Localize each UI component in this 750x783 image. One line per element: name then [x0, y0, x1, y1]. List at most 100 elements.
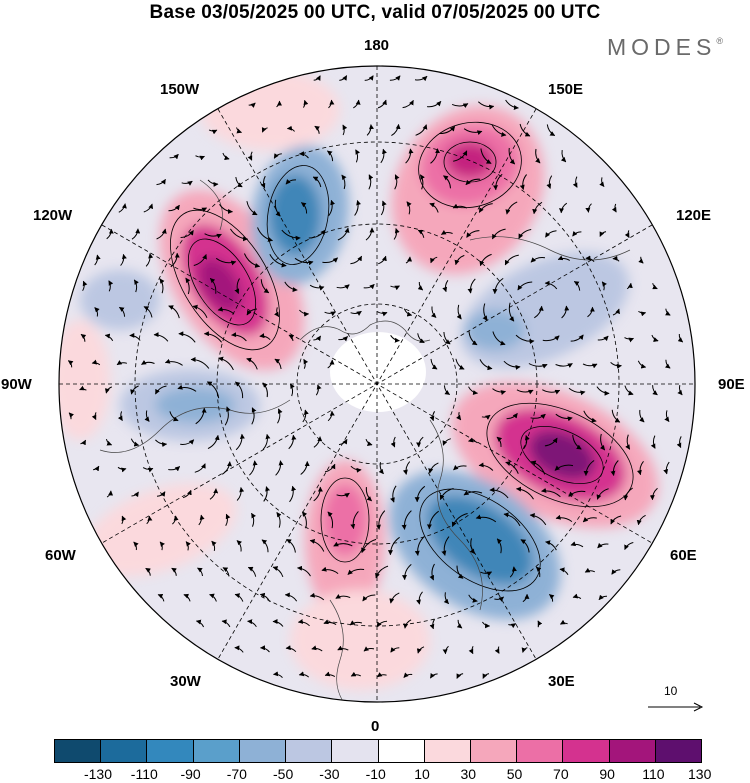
wind-arrow: [443, 331, 451, 345]
wind-arrow: [477, 101, 495, 110]
wind-arrow: [80, 333, 87, 342]
wind-arrow: [429, 618, 436, 630]
brand-name: MODES: [607, 34, 717, 60]
wind-arrow: [234, 278, 240, 294]
wind-arrow: [181, 180, 193, 186]
wind-arrow: [528, 363, 548, 369]
colorbar-label: 50: [506, 766, 523, 782]
lon-label-120e: 120E: [676, 207, 712, 224]
wind-arrow: [624, 385, 634, 396]
wind-arrow: [503, 512, 521, 527]
wind-arrow: [326, 150, 334, 162]
wind-arrow: [309, 592, 325, 601]
wind-arrow: [365, 227, 375, 241]
wind-arrow: [636, 514, 646, 526]
wind-arrow: [480, 148, 492, 164]
wind-arrow: [67, 360, 74, 368]
wind-arrow: [298, 671, 310, 678]
wind-arrow: [454, 254, 465, 266]
wind-arrow: [338, 438, 348, 446]
wind-arrow: [172, 515, 179, 525]
wind-arrow: [314, 125, 320, 134]
wind-arrow: [260, 279, 270, 294]
wind-arrow: [246, 357, 258, 370]
lon-label-60e: 60E: [670, 547, 697, 564]
wind-arrow: [517, 281, 533, 291]
lon-label-150e: 150E: [548, 81, 584, 98]
wind-arrow: [481, 621, 491, 629]
wind-arrow: [380, 148, 387, 164]
wind-arrow: [503, 360, 521, 370]
wind-arrow: [492, 173, 503, 191]
wind-arrow: [496, 436, 503, 447]
wind-arrow: [542, 335, 560, 342]
wind-arrow: [350, 671, 362, 677]
wind-arrow: [555, 363, 573, 368]
wind-arrow: [236, 540, 242, 552]
wind-arrow: [414, 75, 428, 82]
wind-arrow: [426, 510, 439, 530]
wind-arrow: [104, 333, 114, 342]
wind-arrow: [259, 592, 271, 602]
wind-arrow: [610, 460, 619, 476]
colorbar-swatch: [563, 740, 610, 762]
wind-arrow: [441, 536, 450, 556]
wind-arrow: [431, 306, 437, 318]
wind-arrow: [315, 384, 322, 396]
wind-arrow: [545, 230, 557, 238]
wind-arrow: [91, 359, 101, 366]
wind-arrow: [141, 360, 155, 365]
wind-arrow: [209, 488, 219, 500]
wind-arrow: [260, 645, 270, 653]
wind-arrow: [560, 150, 567, 163]
negative-anomaly-n-core: [269, 175, 321, 255]
wind-arrow: [263, 486, 270, 502]
wind-arrow: [463, 490, 483, 496]
wind-arrow: [482, 303, 488, 321]
wind-arrow: [82, 280, 88, 292]
wind-arrow: [328, 199, 336, 216]
wind-arrow: [106, 490, 114, 498]
wind-arrow: [313, 486, 323, 502]
wind-arrow: [677, 384, 683, 396]
wind-arrow: [236, 487, 245, 501]
colorbar-label: -50: [273, 766, 294, 782]
wind-arrow: [599, 231, 607, 237]
wind-arrow: [523, 435, 530, 449]
wind-arrow: [376, 311, 388, 317]
colorbar-swatch: [286, 740, 333, 762]
wind-arrow: [362, 594, 376, 602]
negative-anomaly-e-core: [465, 310, 525, 350]
wind-arrow: [466, 230, 480, 238]
wind-arrow: [222, 152, 230, 161]
wind-arrow: [638, 310, 647, 317]
wind-arrow: [652, 283, 658, 290]
wind-arrow: [596, 488, 609, 500]
wind-arrow: [468, 437, 478, 444]
wind-arrow: [573, 280, 581, 291]
wind-arrow: [118, 203, 127, 213]
wind-arrow: [368, 174, 374, 190]
wind-arrow: [180, 439, 195, 445]
wind-arrow: [508, 623, 517, 629]
wind-arrow: [555, 514, 573, 522]
wind-arrow: [492, 277, 504, 295]
wind-arrow: [117, 466, 127, 473]
wind-arrow: [302, 409, 309, 423]
wind-arrow: [530, 460, 546, 475]
wind-arrow: [299, 151, 309, 159]
negative-anomaly-far-w: [80, 270, 160, 330]
wind-arrow: [469, 538, 475, 554]
wind-arrow: [248, 102, 256, 108]
colorbar-swatch: [147, 740, 194, 762]
wind-arrow: [350, 255, 363, 265]
wind-arrow: [390, 285, 400, 291]
wind-arrow: [143, 203, 154, 213]
wind-arrow: [222, 567, 230, 577]
wind-arrow: [204, 233, 222, 239]
wind-arrow: [625, 434, 631, 450]
wind-arrow: [365, 438, 373, 446]
colorbar-label: 70: [553, 766, 569, 782]
wind-arrow: [429, 563, 435, 581]
wind-arrow: [336, 284, 350, 290]
